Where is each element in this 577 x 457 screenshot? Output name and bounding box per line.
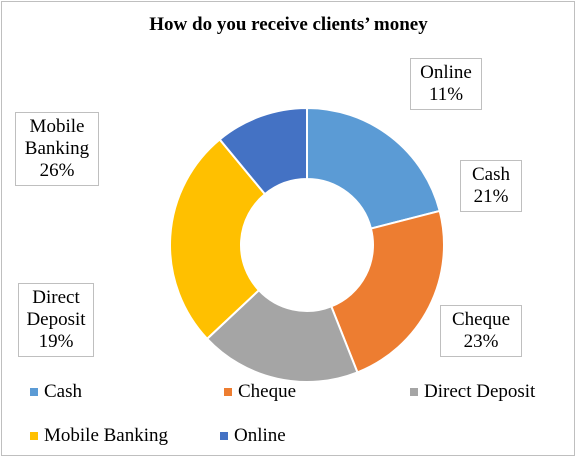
data-label-name: Online [420,62,472,83]
legend-item: Cash [30,381,82,403]
legend-item: Online [220,425,286,447]
legend-item: Cheque [224,381,296,403]
donut-slice [169,138,267,341]
legend-swatch [30,388,38,396]
data-label-value: 23% [463,331,499,352]
legend-item: Direct Deposit [410,381,535,403]
legend-item: Mobile Banking [30,425,168,447]
legend-label: Direct Deposit [424,381,536,402]
legend-swatch [410,388,418,396]
data-label-name: Cash [472,164,510,185]
data-label-name: Direct Deposit [26,287,86,330]
data-label-value: 19% [38,331,74,352]
legend-label: Cash [44,381,82,402]
data-label-value: 11% [428,84,464,105]
legend-swatch [30,432,38,440]
data-label: Cheque 23% [440,305,522,357]
data-label: Online 11% [410,58,482,110]
legend-swatch [220,432,228,440]
legend-label: Cheque [238,381,297,402]
donut-slice [306,106,441,230]
data-label-name: Mobile Banking [24,116,90,159]
legend-swatch [224,388,232,396]
data-label-value: 26% [39,160,75,181]
donut-slice [205,288,359,383]
legend-label: Mobile Banking [44,425,169,446]
data-label: Mobile Banking 26% [15,112,99,186]
data-label-name: Cheque [451,309,511,330]
data-label-value: 21% [473,186,509,207]
data-label: Cash 21% [460,160,522,212]
donut-slice [329,209,445,374]
legend-label: Online [234,425,286,446]
chart-title: How do you receive clients’ money [149,14,428,35]
donut-slice [218,106,308,196]
data-label: Direct Deposit 19% [18,283,94,357]
